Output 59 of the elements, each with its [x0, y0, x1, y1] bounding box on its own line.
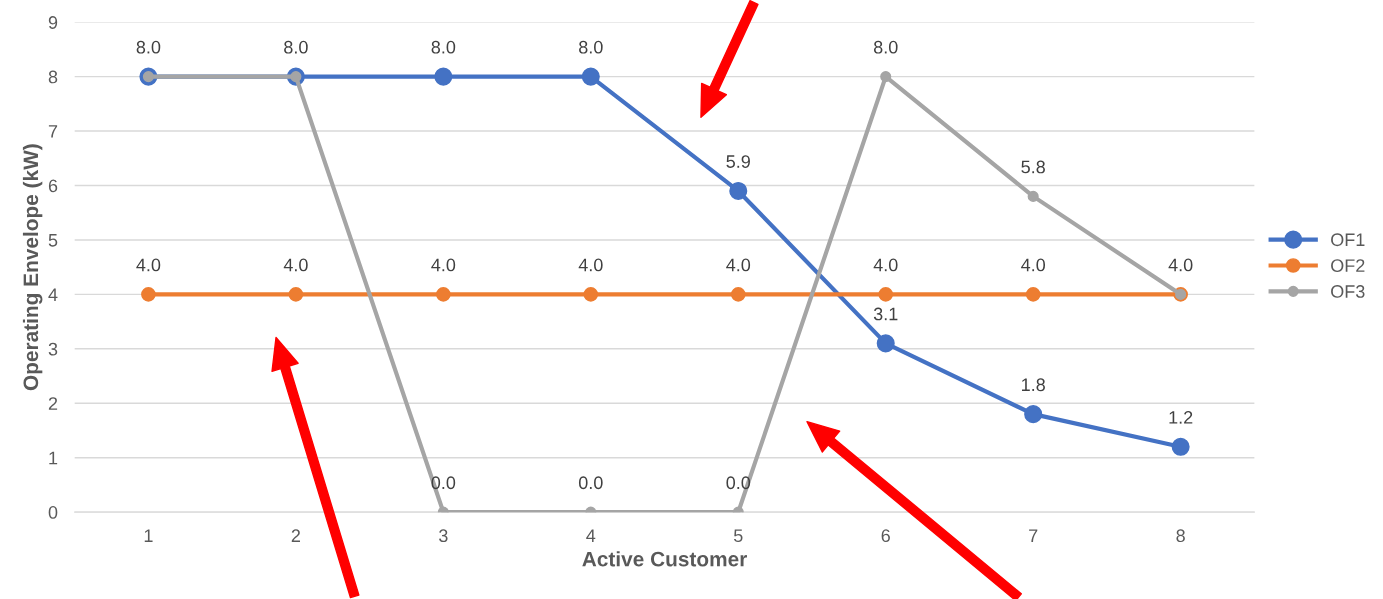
data-label: 1.2 [1169, 411, 1193, 424]
point [434, 67, 453, 86]
y-axis-title: Operating Envelope (kW) [22, 144, 43, 391]
data-label: 0.0 [578, 476, 603, 490]
y-tick-label: 4 [48, 288, 58, 301]
y-tick-label: 1 [49, 451, 58, 465]
data-label: 4.0 [136, 258, 161, 272]
point [141, 287, 156, 302]
y-tick-label: 9 [48, 16, 58, 29]
x-tick-label: 1 [144, 529, 153, 542]
y-tick-label: 6 [48, 179, 58, 193]
y-tick-label: 5 [48, 234, 58, 247]
data-label: 4.0 [873, 258, 898, 272]
y-tick-label: 7 [48, 125, 58, 138]
data-label: 5.8 [1021, 160, 1045, 174]
point [583, 287, 599, 302]
point [730, 287, 746, 302]
point [288, 287, 304, 302]
y-tick-label: 3 [48, 342, 58, 356]
legend-label: OF2 [1331, 259, 1365, 272]
point [581, 67, 600, 86]
data-label: 4.0 [283, 258, 308, 272]
data-label: 5.9 [726, 155, 750, 168]
y-tick-label: 2 [48, 397, 58, 410]
data-label: 4.0 [1021, 258, 1046, 272]
data-label: 4.0 [578, 258, 603, 272]
x-tick-label: 5 [733, 529, 743, 543]
y-tick-label: 8 [48, 70, 58, 84]
point [1171, 437, 1190, 456]
legend-label: OF1 [1331, 233, 1365, 247]
point [729, 181, 748, 200]
point [880, 71, 892, 83]
data-label: 4.0 [1168, 258, 1193, 272]
x-tick-label: 3 [439, 529, 448, 543]
x-tick-label: 7 [1029, 529, 1038, 542]
point [876, 334, 895, 353]
x-tick-label: 2 [291, 529, 300, 542]
legend-label: OF3 [1331, 285, 1365, 298]
data-label: 8.0 [136, 40, 161, 54]
data-label: 0.0 [431, 476, 456, 490]
x-tick-label: 4 [586, 529, 596, 542]
x-tick-label: 6 [881, 529, 890, 543]
data-label: 1.8 [1022, 378, 1045, 392]
data-label: 8.0 [873, 40, 898, 54]
data-label: 4.0 [726, 258, 751, 272]
data-label: 8.0 [284, 40, 308, 54]
point [1025, 287, 1041, 302]
data-label: 0.0 [726, 476, 751, 490]
point [1027, 190, 1039, 202]
data-label: 8.0 [431, 40, 456, 54]
point [436, 287, 451, 302]
data-label: 8.0 [579, 40, 603, 54]
point [1024, 405, 1043, 424]
x-tick-label: 8 [1176, 529, 1185, 543]
y-tick-label: 0 [48, 506, 58, 519]
data-label: 4.0 [431, 258, 456, 272]
data-label: 3.1 [873, 307, 898, 321]
x-axis-title: Active Customer [582, 551, 747, 567]
point [878, 287, 894, 302]
